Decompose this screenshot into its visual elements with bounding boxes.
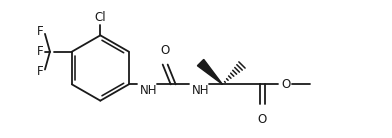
Text: O: O [281,78,291,91]
Text: F: F [37,25,43,38]
Text: Cl: Cl [94,11,106,24]
Text: F: F [37,45,43,58]
Text: NH: NH [192,84,209,97]
Text: O: O [160,44,169,57]
Polygon shape [198,59,223,84]
Text: F: F [37,65,43,78]
Text: O: O [258,113,267,127]
Text: NH: NH [140,84,158,97]
